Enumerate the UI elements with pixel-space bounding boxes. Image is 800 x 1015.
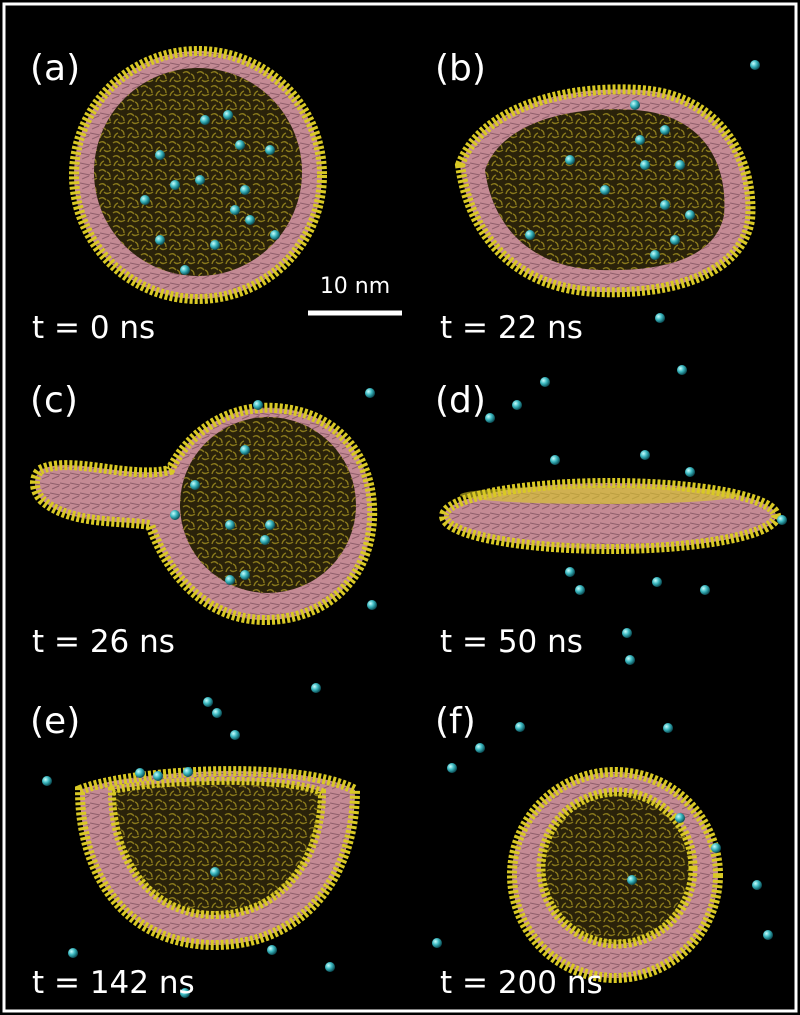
panel-label: (f) [435,701,476,742]
ion [267,945,277,955]
ion [170,180,180,190]
ion [655,313,665,323]
ion [575,585,585,595]
ion [677,365,687,375]
ion [777,515,787,525]
ion [253,400,263,410]
ion [685,467,695,477]
ion [625,655,635,665]
ion [180,265,190,275]
ion [675,813,685,823]
ion [512,400,522,410]
ion [750,60,760,70]
ion [600,185,610,195]
figure: 10 nm (a) t = 0 ns (b) t = 22 ns (c) t =… [0,0,800,1015]
ion [367,600,377,610]
ion [565,567,575,577]
panel-label: (d) [435,380,486,421]
scale-bar-label: 10 nm [320,274,390,299]
ion [700,585,710,595]
panel-label: (b) [435,48,486,89]
ion [311,683,321,693]
ion [170,510,180,520]
ion [140,195,150,205]
ion [240,185,250,195]
ion [670,235,680,245]
ion [675,160,685,170]
panel-time: t = 142 ns [32,965,195,1001]
ion [365,388,375,398]
panel-label: (a) [30,48,80,89]
ion [540,377,550,387]
ion [752,880,762,890]
panel-label: (e) [30,701,80,742]
ion [200,115,210,125]
panel-time: t = 26 ns [32,624,175,660]
ion [650,250,660,260]
ion [475,743,485,753]
ion [525,230,535,240]
panel-time: t = 200 ns [440,965,603,1001]
ion [515,722,525,732]
ion [155,150,165,160]
panel-label: (c) [30,380,78,421]
ion [223,110,233,120]
ion [432,938,442,948]
ion [640,450,650,460]
ion [265,145,275,155]
ion [660,200,670,210]
ion [155,235,165,245]
ion [230,205,240,215]
ion [685,210,695,220]
ion [447,763,457,773]
ion [195,175,205,185]
ion [245,215,255,225]
ion [260,535,270,545]
ion [210,867,220,877]
ion [210,240,220,250]
ion [635,135,645,145]
ion [183,767,193,777]
ion [212,708,222,718]
ion [225,575,235,585]
ion [240,570,250,580]
ion [630,100,640,110]
ion [565,155,575,165]
panel-time: t = 0 ns [32,310,155,346]
panel-time: t = 22 ns [440,310,583,346]
ion [230,730,240,740]
ion [485,413,495,423]
ion [42,776,52,786]
ion [325,962,335,972]
panel-time: t = 50 ns [440,624,583,660]
ion [270,230,280,240]
ion [663,723,673,733]
ion [652,577,662,587]
ion [711,843,721,853]
ion [225,520,235,530]
ion [68,948,78,958]
ion [640,160,650,170]
ion [763,930,773,940]
ion [190,480,200,490]
ion [622,628,632,638]
ion [235,140,245,150]
ion [203,697,213,707]
ion [153,771,163,781]
ion [135,768,145,778]
ion [265,520,275,530]
ion [627,875,637,885]
ion [550,455,560,465]
ion [660,125,670,135]
ion [240,445,250,455]
